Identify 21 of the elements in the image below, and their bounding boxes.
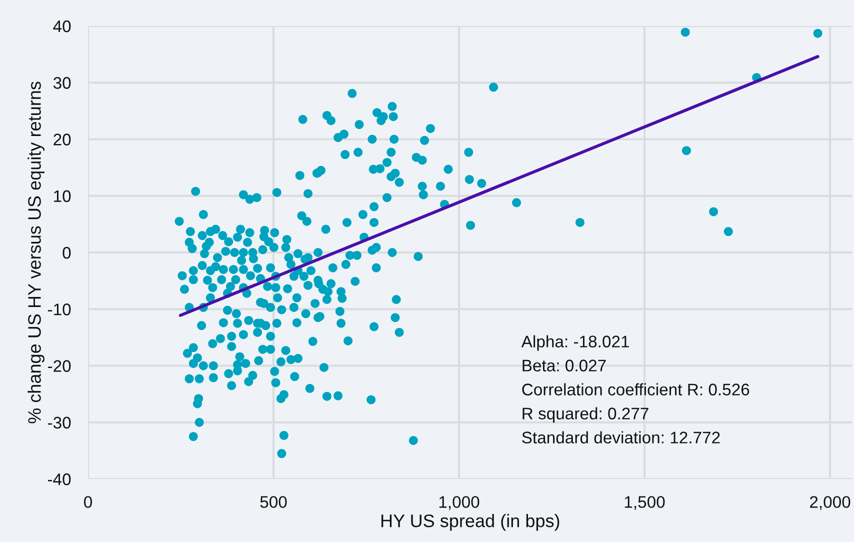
y-tick-label: 30 <box>53 77 71 89</box>
x-axis-title: HY US spread (in bps) <box>381 514 560 531</box>
y-tick-label: 0 <box>62 246 71 259</box>
x-tick-label: 0 <box>84 496 92 508</box>
annotation: R squared: 0.277 <box>522 407 648 423</box>
y-tick-label: 40 <box>53 20 71 32</box>
y-tick-label: -40 <box>48 473 71 486</box>
y-tick-label: -20 <box>48 360 71 372</box>
y-tick-label: -30 <box>48 416 71 429</box>
x-tick-label: 2,000 <box>810 496 850 510</box>
annotation: Standard deviation: 12.772 <box>522 431 720 444</box>
y-tick-label: -10 <box>48 304 71 316</box>
x-tick-label: 1,500 <box>624 496 665 510</box>
y-tick-label: 20 <box>54 134 71 146</box>
y-tick-label: 10 <box>54 190 71 202</box>
annotation: Correlation coefficient R: 0.526 <box>522 383 750 396</box>
x-tick-label: 500 <box>260 496 287 508</box>
x-tick-label: 1,000 <box>439 496 480 510</box>
annotation: Beta: 0.027 <box>522 360 606 372</box>
y-axis-title: % change US HY versus US equity returns <box>28 82 44 424</box>
annotation: Alpha: -18.021 <box>521 335 629 351</box>
